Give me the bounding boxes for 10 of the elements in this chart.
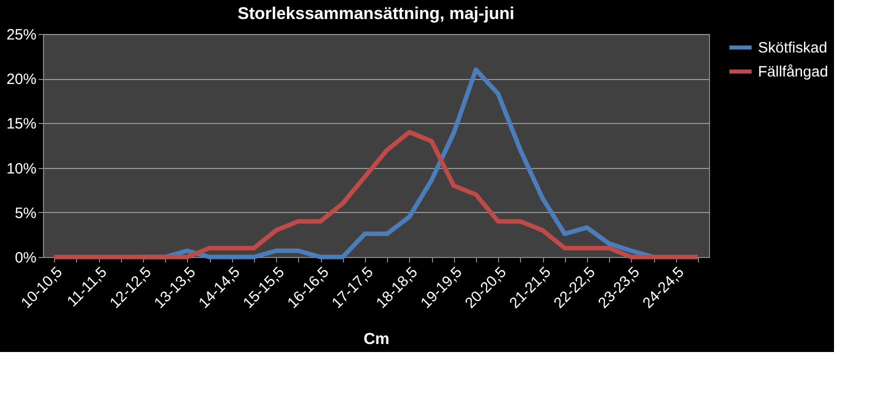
legend-label: Skötfiskad [758, 40, 828, 56]
legend-label: Fällfångad [758, 64, 828, 80]
chart-title: Storlekssammansättning, maj-juni [238, 4, 514, 23]
y-tick-label: 15% [6, 116, 36, 133]
y-tick-label: 10% [6, 160, 36, 178]
y-tick-label: 20% [6, 71, 36, 88]
y-tick-label: 5% [14, 204, 36, 222]
y-tick-label: 0% [14, 250, 36, 266]
x-axis-title: Cm [364, 331, 390, 348]
y-tick-label: 25% [6, 26, 36, 44]
